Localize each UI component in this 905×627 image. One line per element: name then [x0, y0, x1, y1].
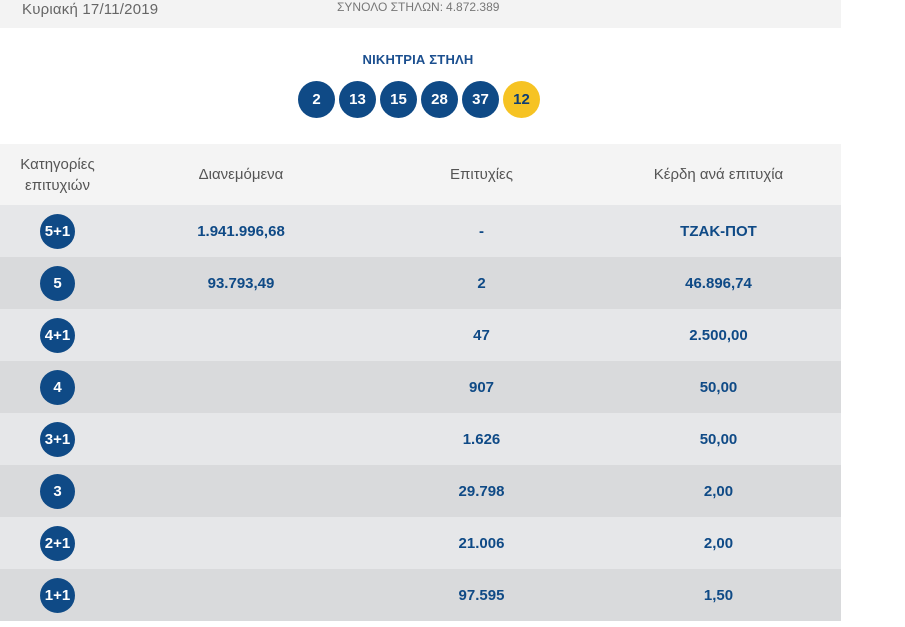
successes-cell: 29.798: [458, 482, 505, 500]
winnings-cell: 2.500,00: [689, 326, 748, 344]
distributed-cell: [115, 361, 367, 413]
category-badge: 5: [40, 265, 75, 301]
distributed-cell: 93.793,49: [207, 274, 275, 292]
successes-cell: 907: [468, 378, 495, 396]
table-row: 5+1 1.941.996,68 - ΤΖΑΚ-ΠΟΤ: [0, 205, 841, 257]
header-distributed: Διανεμόμενα: [198, 166, 284, 183]
distributed-cell: [115, 517, 367, 569]
winnings-cell: ΤΖΑΚ-ΠΟΤ: [680, 222, 757, 240]
table-row: 3 29.798 2,00: [0, 465, 841, 517]
category-cell: 4: [0, 361, 115, 413]
winnings-cell: 46.896,74: [685, 274, 752, 292]
distributed-cell: [115, 413, 367, 465]
successes-cell: 97.595: [458, 586, 505, 604]
header-winnings: Κέρδη ανά επιτυχία: [653, 166, 784, 183]
winning-ball: 13: [339, 81, 376, 118]
draw-info-bar: Κυριακή 17/11/2019 ΣΥΝΟΛΟ ΣΤΗΛΩΝ: 4.872.3…: [0, 0, 841, 28]
successes-cell: 2: [477, 274, 486, 292]
table-row: 2+1 21.006 2,00: [0, 517, 841, 569]
category-cell: 1+1: [0, 569, 115, 621]
category-cell: 3+1: [0, 413, 115, 465]
distributed-cell: 1.941.996,68: [197, 222, 285, 240]
category-cell: 4+1: [0, 309, 115, 361]
successes-cell: -: [479, 222, 484, 240]
winning-ball: 37: [462, 81, 499, 118]
category-cell: 5: [0, 257, 115, 309]
winning-ball: 2: [298, 81, 335, 118]
winnings-cell: 1,50: [703, 586, 734, 604]
winnings-cell: 2,00: [703, 482, 734, 500]
header-category-line1: Κατηγορίες: [20, 155, 95, 173]
category-badge: 3+1: [40, 421, 75, 457]
category-badge: 5+1: [40, 213, 75, 249]
distributed-cell: [115, 309, 367, 361]
joker-ball: 12: [503, 81, 540, 118]
table-row: 4 907 50,00: [0, 361, 841, 413]
category-cell: 5+1: [0, 205, 115, 257]
table-row: 1+1 97.595 1,50: [0, 569, 841, 621]
header-category-line2: επιτυχιών: [25, 176, 90, 194]
page-background: [841, 0, 905, 627]
winning-numbers: 2 13 15 28 37 12: [298, 81, 540, 118]
successes-cell: 1.626: [462, 430, 501, 448]
category-cell: 3: [0, 465, 115, 517]
winning-ball: 28: [421, 81, 458, 118]
winnings-cell: 50,00: [699, 430, 738, 448]
winning-ball: 15: [380, 81, 417, 118]
table-row: 5 93.793,49 2 46.896,74: [0, 257, 841, 309]
successes-cell: 47: [473, 326, 490, 344]
total-columns-label: ΣΥΝΟΛΟ ΣΤΗΛΩΝ:: [337, 0, 444, 14]
table-header: Κατηγορίες επιτυχιών Διανεμόμενα Επιτυχί…: [0, 144, 841, 205]
category-badge: 2+1: [40, 525, 75, 561]
table-row: 4+1 47 2.500,00: [0, 309, 841, 361]
winnings-cell: 2,00: [703, 534, 734, 552]
draw-date: Κυριακή 17/11/2019: [22, 1, 159, 18]
results-panel: Κυριακή 17/11/2019 ΣΥΝΟΛΟ ΣΤΗΛΩΝ: 4.872.3…: [0, 0, 841, 621]
distributed-cell: [115, 465, 367, 517]
category-badge: 1+1: [40, 577, 75, 613]
winnings-cell: 50,00: [699, 378, 738, 396]
category-badge: 4+1: [40, 317, 75, 353]
winning-column-title: ΝΙΚΗΤΡΙΑ ΣΤΗΛΗ: [362, 52, 474, 67]
successes-cell: 21.006: [458, 534, 505, 552]
header-successes: Επιτυχίες: [450, 166, 513, 183]
header-category: Κατηγορίες επιτυχιών: [0, 144, 115, 205]
table-row: 3+1 1.626 50,00: [0, 413, 841, 465]
table-body: 5+1 1.941.996,68 - ΤΖΑΚ-ΠΟΤ 5 93.793,49 …: [0, 205, 841, 621]
category-badge: 4: [40, 369, 75, 405]
category-cell: 2+1: [0, 517, 115, 569]
category-badge: 3: [40, 473, 75, 509]
total-columns: ΣΥΝΟΛΟ ΣΤΗΛΩΝ: 4.872.389: [334, 0, 499, 14]
distributed-cell: [115, 569, 367, 621]
total-columns-value: 4.872.389: [446, 0, 500, 14]
